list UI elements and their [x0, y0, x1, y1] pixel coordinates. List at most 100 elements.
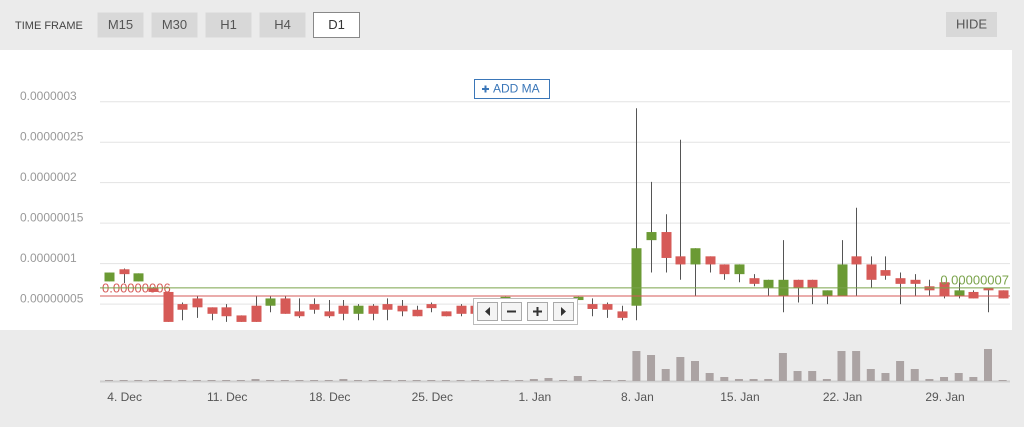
candle-body: [880, 270, 891, 276]
timeframe-label[interactable]: H4: [274, 17, 291, 32]
x-tick-label: 1. Jan: [518, 390, 551, 404]
volume-bar: [134, 380, 143, 381]
candle-body: [177, 304, 188, 310]
candle-body: [939, 282, 950, 296]
candle-body: [602, 304, 613, 310]
volume-bar: [251, 379, 260, 381]
volume-bar: [398, 380, 406, 381]
y-tick-label: 0.0000001: [20, 251, 77, 265]
candle-body: [456, 305, 467, 314]
volume-bar: [148, 380, 157, 381]
candle-body: [412, 309, 423, 317]
volume-bar: [441, 380, 450, 381]
volume-bar: [207, 380, 216, 381]
candle-body: [163, 291, 174, 322]
timeframe-button[interactable]: [97, 12, 144, 38]
candle-body: [675, 256, 686, 265]
add-ma-box[interactable]: [474, 79, 550, 99]
timeframe-label[interactable]: M30: [162, 17, 187, 32]
candle-body: [968, 291, 979, 299]
candle-body: [617, 311, 628, 318]
volume-bar: [544, 378, 553, 381]
volume-bar: [383, 380, 392, 381]
volume-bar: [720, 377, 729, 381]
timeframe-label[interactable]: M15: [108, 17, 133, 32]
hide-label[interactable]: HIDE: [956, 16, 987, 31]
candle-body: [324, 311, 335, 317]
volume-bar: [647, 355, 656, 381]
volume-bar: [896, 361, 905, 381]
volume-bar: [368, 380, 377, 381]
volume-bar: [749, 379, 758, 381]
candle-body: [236, 315, 247, 322]
volume-bar: [808, 371, 817, 381]
candle-body: [207, 307, 218, 314]
volume-bar: [881, 373, 890, 381]
volume-bar: [984, 349, 992, 381]
volume-bar: [603, 380, 612, 381]
candle-body: [338, 305, 349, 314]
volume-bar: [588, 380, 597, 381]
candle-body: [866, 264, 877, 280]
x-tick-label: 29. Jan: [925, 390, 964, 404]
timeframe-button[interactable]: [259, 12, 306, 38]
candle-body: [646, 232, 657, 241]
volume-bar: [295, 380, 304, 381]
candle-body: [793, 279, 804, 288]
timeframe-label[interactable]: H1: [220, 17, 237, 32]
x-tick-label: 15. Jan: [720, 390, 759, 404]
volume-bar: [837, 351, 846, 381]
volume-bar: [778, 353, 787, 381]
timeframe-button[interactable]: [151, 12, 198, 38]
candle-body: [368, 305, 379, 314]
volume-bar: [940, 377, 949, 381]
timeframe-button[interactable]: [205, 12, 252, 38]
volume-bar: [339, 379, 348, 381]
volume-bar: [485, 380, 494, 381]
candle-body: [221, 307, 232, 317]
candle-body: [749, 278, 760, 284]
volume-bar: [456, 380, 465, 381]
volume-bar: [529, 379, 538, 381]
candle-body: [690, 248, 701, 265]
volume-bar: [969, 377, 978, 381]
add-ma-button[interactable]: ADD MA: [474, 79, 550, 99]
y-tick-label: 0.00000015: [20, 210, 84, 224]
x-tick-label: 25. Dec: [412, 390, 453, 404]
volume-bar: [105, 380, 113, 381]
candle-body: [294, 311, 305, 317]
volume-bar: [852, 351, 861, 381]
timeframe-label[interactable]: D1: [328, 17, 345, 32]
candle-body: [895, 278, 906, 284]
candle-body: [954, 290, 965, 296]
candle-body: [251, 305, 262, 322]
candle-body: [397, 305, 408, 312]
candle-body: [910, 279, 921, 284]
x-tick-label: 11. Dec: [207, 390, 247, 404]
add-ma-label[interactable]: ADD MA: [493, 82, 540, 96]
y-tick-label: 0.0000002: [20, 170, 77, 184]
volume-bar: [192, 380, 201, 381]
volume-bar: [822, 379, 831, 381]
nav-right-icon: [561, 307, 566, 316]
toolbar-label: TIME FRAME: [15, 20, 83, 32]
candle-body: [705, 256, 716, 265]
volume-bar: [734, 379, 743, 381]
candle-body: [148, 287, 159, 292]
volume-bar: [412, 380, 421, 381]
x-tick-label: 8. Jan: [621, 390, 654, 404]
candle-body: [104, 272, 115, 282]
hide-button[interactable]: [946, 12, 997, 37]
volume-bar: [559, 380, 568, 381]
x-tick-label: 22. Jan: [823, 390, 862, 404]
candle-body: [822, 290, 833, 296]
navigator-controls: [473, 298, 578, 325]
volume-bar: [676, 357, 685, 381]
volume-bar: [632, 351, 641, 381]
timeframe-button[interactable]: [313, 12, 360, 38]
candle-body: [441, 311, 452, 317]
volume-bar: [998, 380, 1007, 381]
candle-body: [382, 304, 393, 310]
volume-bar: [222, 380, 231, 381]
